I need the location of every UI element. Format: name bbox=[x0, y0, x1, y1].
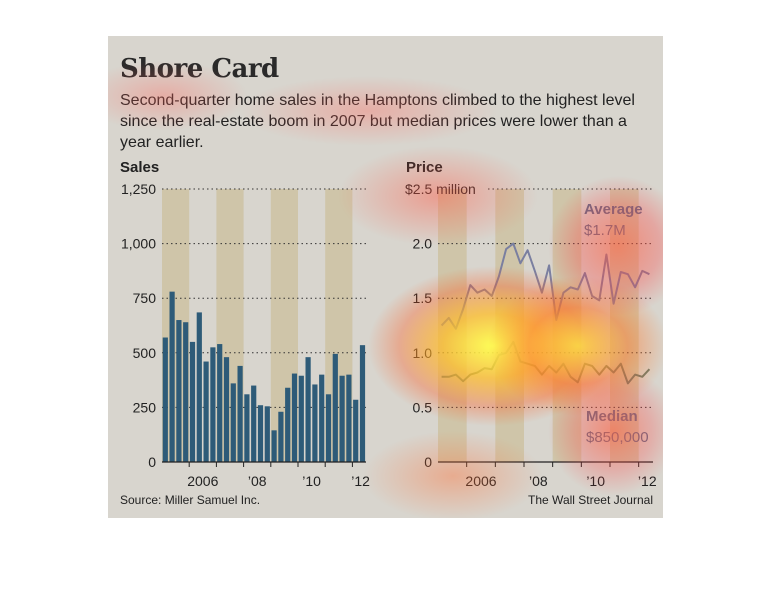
sales-bar bbox=[325, 394, 332, 462]
sales-bar bbox=[183, 322, 189, 462]
price-chart: 0 0.5 1.0 1.5 2.0 $2.5 million 2006 ’08 ’10 ’12 Pr… bbox=[405, 159, 657, 489]
average-value-label: $1.7M bbox=[584, 222, 626, 239]
sales-bar bbox=[196, 312, 202, 462]
sales-bar bbox=[244, 394, 250, 462]
sales-x-tick-label: ’10 bbox=[302, 473, 321, 489]
sales-y-tick-label: 1,000 bbox=[121, 236, 156, 252]
sales-bar bbox=[278, 411, 284, 462]
price-x-tick-label: 2006 bbox=[465, 473, 496, 489]
price-y-tick-label: 0.5 bbox=[413, 399, 433, 415]
sales-chart-title: Sales bbox=[120, 159, 159, 176]
sales-bar bbox=[332, 353, 338, 462]
sales-bar bbox=[203, 361, 209, 462]
sales-bar bbox=[319, 374, 325, 462]
sales-bar bbox=[359, 345, 366, 462]
price-y-tick-label: 1.5 bbox=[413, 290, 433, 306]
sales-bar bbox=[251, 385, 257, 462]
sales-bar bbox=[162, 337, 168, 462]
price-year-band bbox=[495, 189, 524, 462]
sales-bar bbox=[210, 347, 216, 462]
median-series-label: Median bbox=[586, 408, 638, 425]
price-x-tick-label: ’10 bbox=[586, 473, 605, 489]
sales-chart: 0 250 500 750 1,000 1,250 2006 ’08 ’10 ’12 Sales bbox=[120, 159, 370, 489]
median-value-label: $850,000 bbox=[586, 429, 649, 446]
sales-bar bbox=[189, 341, 196, 462]
chart-card: Shore Card Second-quarter home sales in … bbox=[108, 36, 663, 518]
sales-bar bbox=[312, 384, 318, 462]
sales-bar bbox=[237, 365, 243, 462]
sales-bar bbox=[176, 320, 182, 462]
sales-bar bbox=[339, 375, 345, 462]
sales-y-tick-label: 1,250 bbox=[121, 181, 156, 197]
charts-svg: 0 250 500 750 1,000 1,250 2006 ’08 ’10 ’12 Sales 0… bbox=[120, 159, 657, 489]
sales-bar bbox=[298, 375, 304, 462]
sales-x-tick-label: 2006 bbox=[187, 473, 218, 489]
sales-y-tick-label: 500 bbox=[133, 345, 157, 361]
publisher-credit: The Wall Street Journal bbox=[528, 493, 653, 507]
sales-bar bbox=[230, 383, 236, 462]
chart-title: Shore Card bbox=[120, 54, 279, 84]
sales-bar bbox=[271, 430, 277, 462]
sales-bar bbox=[169, 291, 175, 462]
price-year-band bbox=[552, 189, 582, 462]
sales-x-tick-label: ’12 bbox=[351, 473, 370, 489]
price-y-tick-label: 1.0 bbox=[413, 345, 433, 361]
price-x-tick-label: ’08 bbox=[529, 473, 548, 489]
sales-y-tick-label: 0 bbox=[148, 454, 156, 470]
sales-bar bbox=[291, 373, 298, 462]
sales-bar bbox=[264, 406, 270, 462]
price-y-tick-label: $2.5 million bbox=[405, 181, 476, 197]
sales-bar bbox=[353, 399, 359, 462]
sales-bar bbox=[285, 387, 291, 462]
price-chart-title: Price bbox=[406, 159, 443, 176]
sales-y-tick-label: 750 bbox=[133, 290, 157, 306]
source-note: Source: Miller Samuel Inc. bbox=[120, 493, 261, 507]
sales-bar bbox=[346, 374, 352, 462]
sales-bar bbox=[305, 357, 311, 462]
sales-bar bbox=[217, 344, 223, 462]
average-series-label: Average bbox=[584, 201, 643, 218]
chart-subtitle: Second-quarter home sales in the Hampton… bbox=[120, 92, 635, 151]
sales-y-tick-label: 250 bbox=[133, 399, 157, 415]
sales-bar bbox=[223, 357, 230, 462]
sales-bar bbox=[257, 405, 264, 462]
price-x-tick-label: ’12 bbox=[638, 473, 657, 489]
price-y-tick-label: 0 bbox=[424, 454, 432, 470]
price-y-tick-label: 2.0 bbox=[413, 236, 433, 252]
sales-x-tick-label: ’08 bbox=[248, 473, 267, 489]
